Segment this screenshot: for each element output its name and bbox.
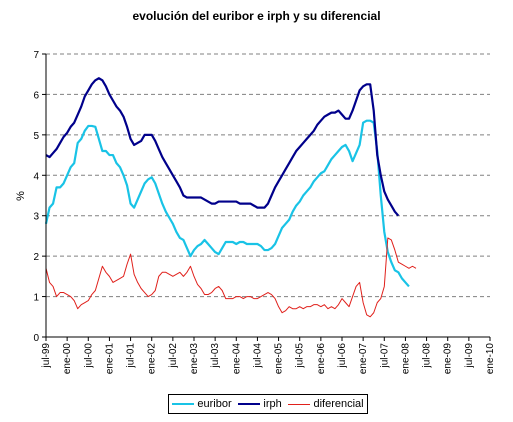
x-tick-label: jul-06 <box>337 343 348 369</box>
series-lines <box>44 77 417 318</box>
x-tick-label: ene-02 <box>147 343 158 375</box>
x-tick-label: ene-03 <box>189 343 200 375</box>
legend-swatch <box>238 403 261 405</box>
x-tick-label: ene-09 <box>443 343 454 375</box>
y-tick-label: 3 <box>33 212 39 223</box>
x-tick-label: jul-07 <box>379 343 390 369</box>
x-tick-label: jul-00 <box>83 343 94 369</box>
x-tick-label: ene-04 <box>231 343 242 375</box>
chart-title: evolución del euribor e irph y su difere… <box>132 9 381 23</box>
y-tick-label: 5 <box>33 131 39 142</box>
legend-label: diferencial <box>313 398 364 410</box>
gridlines <box>46 53 490 298</box>
x-tick-label: jul-01 <box>126 343 137 369</box>
x-tick-label: jul-99 <box>41 343 52 369</box>
x-tick-label: jul-09 <box>464 343 475 369</box>
x-tick-label: ene-08 <box>400 343 411 375</box>
x-tick-label: ene-07 <box>358 343 369 375</box>
x-tick-label: jul-02 <box>168 343 179 369</box>
legend-label: irph <box>263 398 282 410</box>
x-axis-ticks: jul-99 ene-00 jul-00 ene-01 jul-01 ene-02 jul-… <box>41 337 496 374</box>
x-tick-label: ene-00 <box>62 343 73 375</box>
legend-item-euribor: euribor <box>172 398 232 410</box>
legend-label: euribor <box>197 398 232 410</box>
x-tick-label: ene-05 <box>274 343 285 375</box>
x-tick-label: jul-04 <box>252 343 263 369</box>
y-tick-label: 4 <box>33 171 39 182</box>
x-tick-label: jul-08 <box>422 343 433 369</box>
y-tick-label: 2 <box>33 252 39 263</box>
series-line-diferencial <box>45 237 417 318</box>
x-tick-label: ene-01 <box>104 343 115 375</box>
x-tick-label: ene-06 <box>316 343 327 375</box>
legend-item-irph: irph <box>238 398 282 410</box>
legend-item-diferencial: diferencial <box>288 398 364 410</box>
legend-swatch <box>172 403 195 405</box>
y-tick-label: 6 <box>33 90 39 101</box>
x-tick-label: jul-03 <box>210 343 221 369</box>
y-tick-label: 0 <box>33 333 39 344</box>
x-tick-label: ene-10 <box>485 343 496 375</box>
series-line-euribor <box>44 119 410 288</box>
y-axis-label: % <box>15 191 27 201</box>
legend: euribor irph diferencial <box>168 394 368 414</box>
series-line-irph <box>45 77 400 217</box>
legend-swatch <box>288 403 311 405</box>
y-axis-ticks: 0 1 2 3 4 5 6 7 <box>33 50 46 344</box>
y-tick-label: 7 <box>33 50 39 61</box>
x-tick-label: jul-05 <box>295 343 306 369</box>
y-tick-label: 1 <box>33 293 39 304</box>
